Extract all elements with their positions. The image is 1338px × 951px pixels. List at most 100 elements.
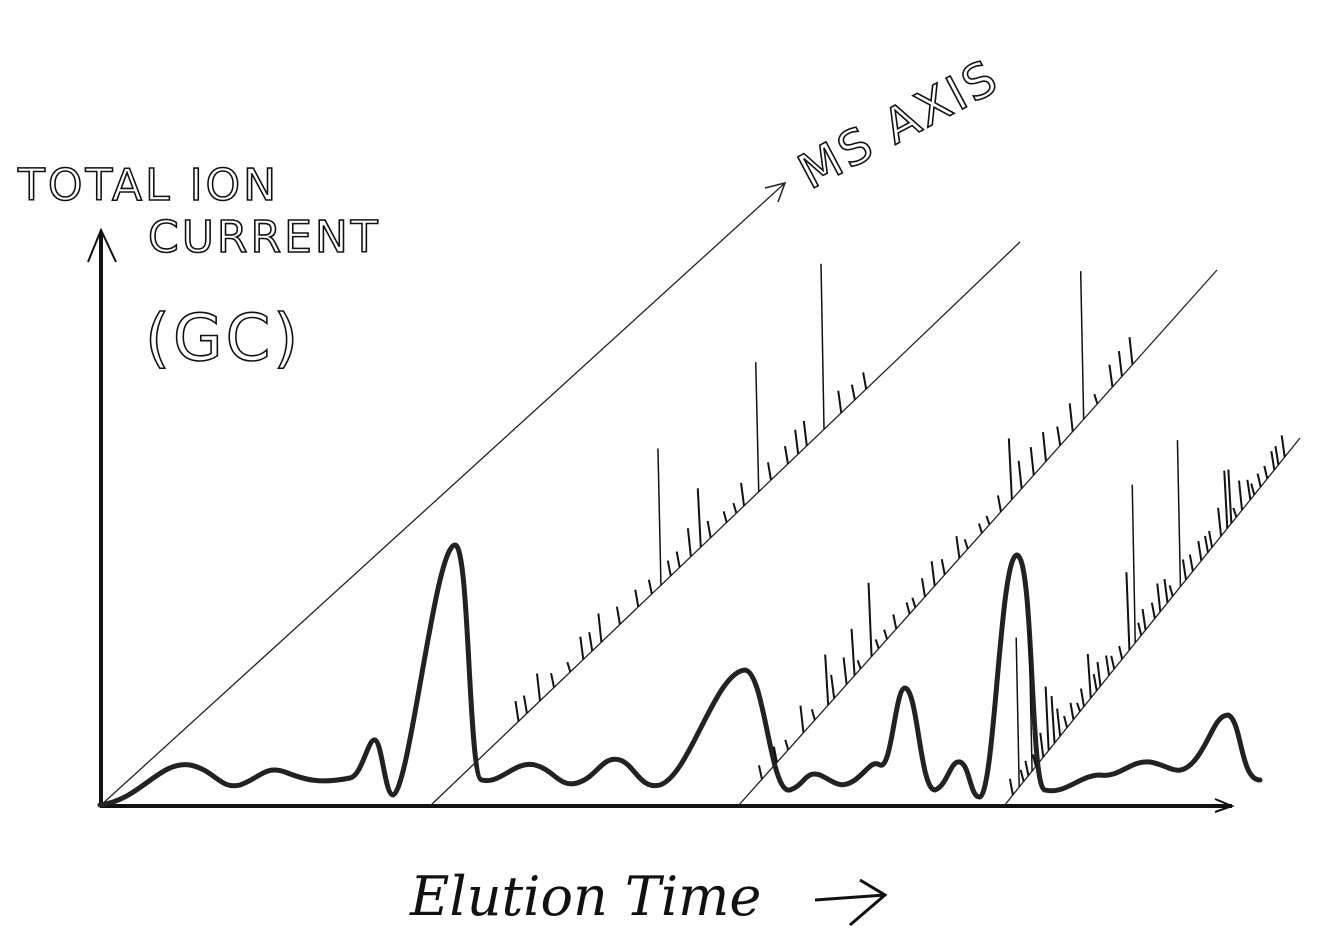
- ms-peak: [979, 524, 982, 534]
- ms-peak: [1177, 440, 1180, 587]
- ms-peak: [1057, 709, 1060, 737]
- ms-peak: [551, 673, 554, 687]
- ms-peak: [800, 706, 803, 733]
- y-axis-label: (GC): [145, 302, 301, 376]
- ms-peak: [821, 264, 824, 430]
- ms-peak: [1021, 770, 1024, 782]
- ms-peak: [708, 521, 711, 538]
- ms-peak: [1019, 461, 1022, 489]
- spectrum-baseline: [738, 270, 1217, 806]
- ms-peak: [668, 561, 671, 576]
- y-axis-label: CURRENT: [148, 212, 381, 263]
- ms-peak: [516, 701, 519, 721]
- ms-peak: [1205, 536, 1208, 552]
- ms-peak: [956, 536, 959, 558]
- spectrum-baseline: [1004, 438, 1300, 806]
- ms-peak: [756, 362, 759, 491]
- ms-peak: [567, 662, 570, 672]
- ms-peak: [1111, 656, 1114, 669]
- ms-peak: [785, 446, 788, 464]
- ms-peak: [869, 583, 872, 657]
- ms-peak: [1251, 483, 1254, 494]
- ms-peak: [858, 660, 861, 668]
- ms-peak: [617, 607, 620, 625]
- ms-peak: [1070, 403, 1073, 431]
- ms-peak: [1052, 696, 1055, 743]
- ms-peak: [768, 462, 771, 480]
- ms-peak: [907, 602, 910, 614]
- ms-peak: [1010, 779, 1013, 795]
- ms-peak: [741, 483, 744, 506]
- ms-peak: [598, 613, 601, 642]
- gc-trace: [100, 545, 1260, 805]
- ms-peak: [1126, 572, 1129, 650]
- ms-peak: [1057, 426, 1060, 445]
- ms-peak: [1239, 481, 1242, 511]
- x-axis-label: Elution Time: [409, 865, 761, 928]
- y-axis-label: TOTAL ION: [17, 160, 279, 211]
- ms-peak: [1043, 432, 1046, 461]
- ms-peak: [1077, 703, 1080, 712]
- ms-peak: [1271, 451, 1274, 470]
- ms-peak: [852, 629, 855, 676]
- ms-peak: [812, 709, 815, 720]
- ms-peak: [838, 391, 841, 413]
- ms-peak: [1209, 531, 1212, 547]
- ms-peak: [1164, 579, 1167, 603]
- ms-peak: [795, 430, 798, 454]
- ms-peak: [932, 561, 935, 586]
- ms-peak: [1198, 541, 1201, 561]
- ms-peak: [1106, 656, 1109, 676]
- diagram: TOTAL ION CURRENT (GC) MS AXIS Elution T…: [0, 0, 1338, 951]
- ms-peak: [537, 674, 540, 701]
- ms-peak: [677, 552, 680, 568]
- ms-peak: [1016, 638, 1019, 788]
- ms-peak: [1275, 446, 1278, 465]
- ms-peak: [1119, 646, 1122, 659]
- ms-peak: [1228, 470, 1231, 524]
- ms-peak: [825, 655, 828, 706]
- ms-peak: [1046, 687, 1049, 751]
- ms-peak: [1233, 508, 1236, 517]
- ms-peak: [733, 503, 736, 513]
- ms-peak: [1170, 585, 1173, 596]
- ms-axis-line: [100, 183, 785, 806]
- ms-peak: [884, 630, 887, 639]
- ms-peak: [1129, 337, 1132, 364]
- x-axis-label-arrow: [815, 880, 885, 925]
- ms-peak: [922, 578, 925, 597]
- ms-peak: [589, 632, 592, 651]
- ms-peak: [759, 765, 762, 779]
- ms-peak: [698, 488, 701, 547]
- ms-peak: [1070, 703, 1073, 720]
- ms-peak: [893, 614, 896, 629]
- ms-peak: [1025, 761, 1028, 776]
- ms-peak: [649, 580, 652, 594]
- ms-peak: [580, 637, 583, 660]
- ms-peak: [1009, 438, 1012, 499]
- ms-peak: [1064, 716, 1067, 728]
- ms-peak: [724, 511, 727, 522]
- ms-peak: [1109, 365, 1112, 387]
- ms-peak: [1218, 508, 1221, 536]
- ms-peak: [1088, 654, 1091, 698]
- ms-peak: [1097, 662, 1100, 686]
- ms-peak: [998, 495, 1001, 511]
- ms-peak: [1138, 623, 1141, 636]
- ms-peak: [844, 657, 847, 684]
- ms-peak: [1264, 466, 1267, 479]
- ms-peak: [876, 639, 879, 648]
- ms-peak: [635, 590, 638, 607]
- ms-axis-label: MS AXIS: [789, 49, 1008, 201]
- ms-peak: [804, 421, 807, 446]
- ms-peak: [1031, 447, 1034, 475]
- ms-peak: [524, 696, 527, 714]
- ms-peak: [863, 372, 866, 389]
- ms-peak: [1183, 560, 1186, 580]
- ms-peak: [1119, 351, 1122, 376]
- ms-peak: [986, 516, 989, 525]
- ms-peak: [1157, 583, 1160, 611]
- ms-peak: [1040, 733, 1043, 757]
- ms-peak: [1081, 271, 1084, 419]
- ms-peak: [1247, 480, 1250, 500]
